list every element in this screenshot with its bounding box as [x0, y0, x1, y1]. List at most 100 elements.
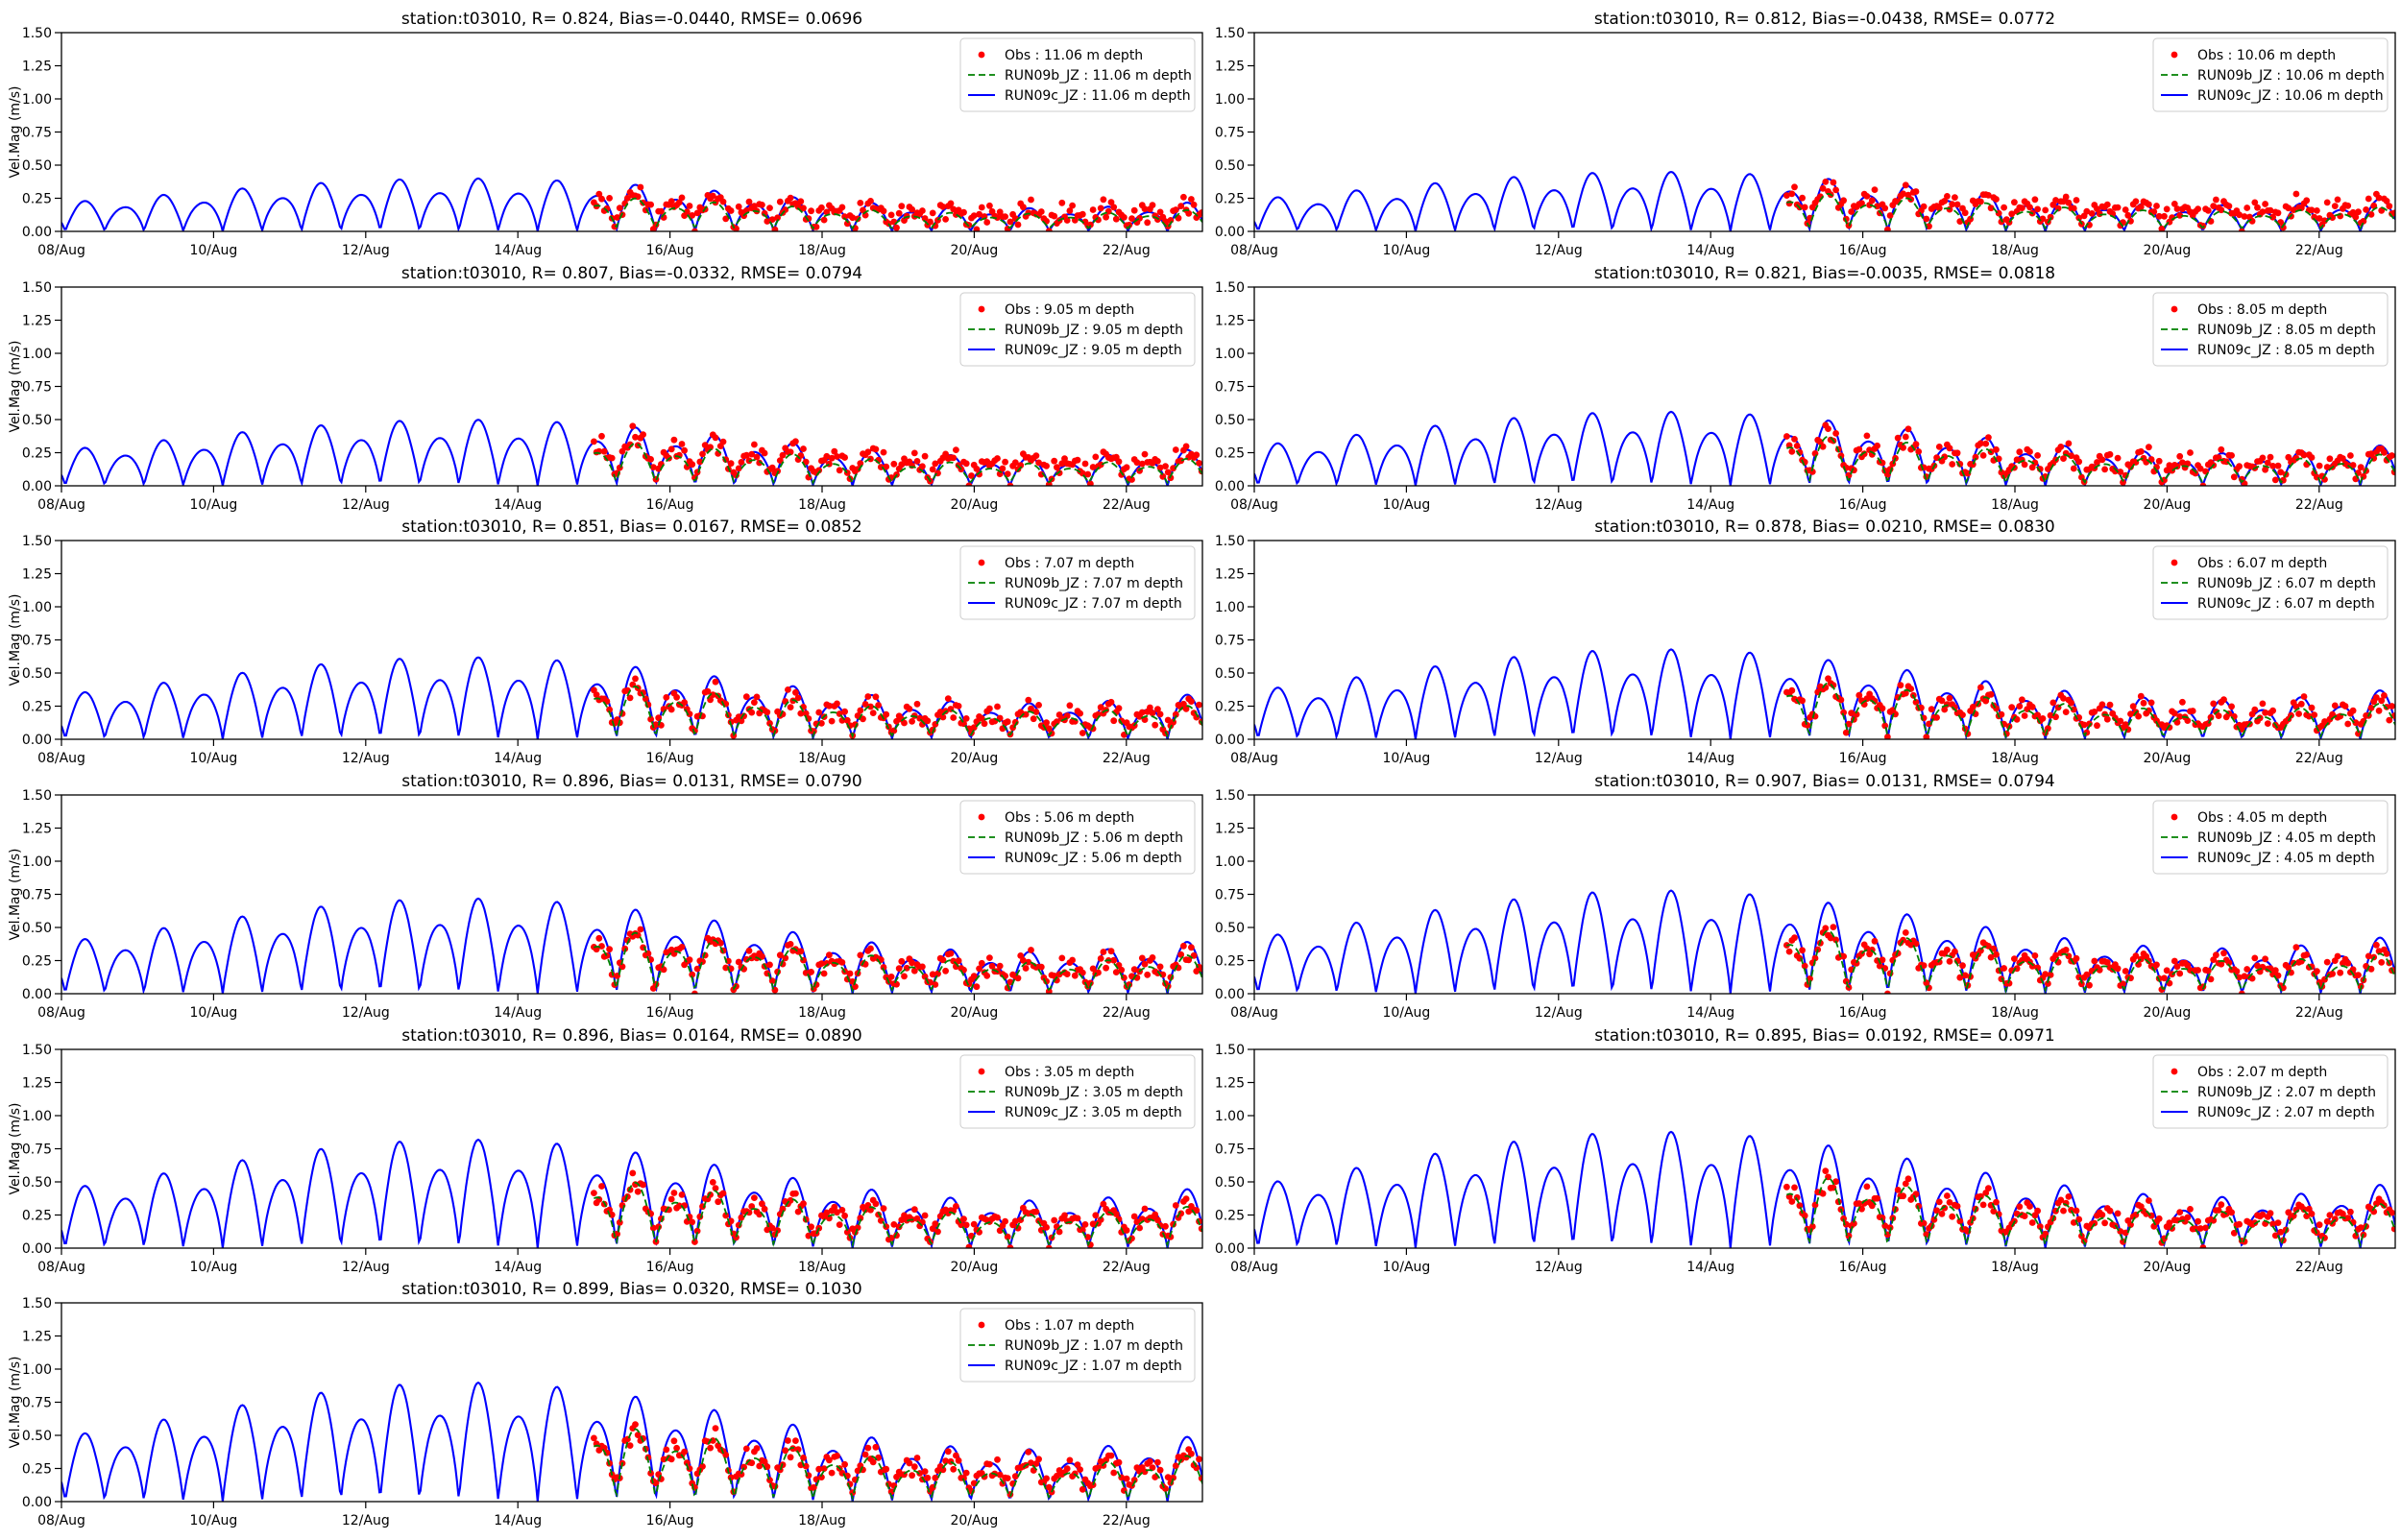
- plot-area: [61, 419, 1202, 486]
- x-tick-label: 22/Aug: [2295, 497, 2343, 513]
- obs-point: [2163, 967, 2171, 975]
- obs-point: [2140, 699, 2147, 707]
- obs-point: [1079, 1226, 1086, 1234]
- subplot-1: station:t03010, R= 0.824, Bias=-0.0440, …: [8, 10, 1203, 258]
- x-tick-label: 14/Aug: [1686, 243, 1734, 258]
- obs-point: [1087, 480, 1094, 486]
- axes-frame: [1253, 540, 2396, 740]
- obs-point: [1886, 212, 1894, 219]
- obs-point: [2011, 955, 2018, 962]
- y-tick-label: 1.25: [22, 60, 52, 75]
- obs-point: [942, 216, 949, 223]
- obs-point: [939, 956, 947, 964]
- axes-frame: [61, 794, 1203, 995]
- subplot-2: station:t03010, R= 0.812, Bias=-0.0438, …: [1215, 10, 2396, 258]
- obs-point: [742, 955, 750, 963]
- obs-point: [1860, 450, 1868, 458]
- obs-point: [768, 1224, 776, 1232]
- obs-point: [2106, 450, 2114, 458]
- y-tick-label: 1.00: [1215, 854, 1245, 870]
- obs-point: [1938, 1210, 1946, 1217]
- obs-point: [2083, 971, 2091, 978]
- obs-point: [1066, 702, 1074, 710]
- obs-point: [2365, 952, 2372, 960]
- obs-point: [2091, 957, 2098, 965]
- obs-point: [1045, 725, 1053, 733]
- obs-point: [1006, 1244, 1014, 1248]
- obs-point: [776, 457, 784, 464]
- x-tick-label: 18/Aug: [1991, 1005, 2039, 1021]
- obs-point: [2094, 722, 2100, 730]
- y-tick-label: 1.50: [1215, 788, 1245, 804]
- obs-point: [2166, 1219, 2173, 1226]
- obs-point: [1028, 196, 1034, 204]
- obs-point: [910, 967, 918, 975]
- obs-point: [606, 195, 613, 202]
- obs-point: [2269, 1220, 2277, 1228]
- obs-point: [611, 223, 618, 230]
- obs-point: [2303, 951, 2311, 958]
- obs-point: [970, 973, 978, 980]
- obs-point: [2292, 190, 2300, 198]
- obs-point: [1977, 440, 1984, 447]
- x-tick-label: 12/Aug: [1535, 243, 1583, 258]
- obs-point: [947, 200, 955, 207]
- run09b-line: [1786, 192, 2395, 231]
- x-tick-label: 20/Aug: [2143, 243, 2191, 258]
- obs-point: [1855, 691, 1863, 699]
- y-tick-label: 1.25: [1215, 1076, 1245, 1092]
- x-tick-label: 10/Aug: [1382, 1005, 1430, 1021]
- obs-point: [1196, 1456, 1202, 1463]
- obs-point: [1097, 461, 1104, 469]
- obs-point: [996, 1471, 1004, 1479]
- obs-point: [2271, 1232, 2279, 1239]
- obs-point: [1788, 1198, 1796, 1205]
- obs-point: [901, 1212, 908, 1219]
- obs-point: [976, 210, 982, 218]
- obs-point: [1037, 208, 1045, 215]
- obs-point: [812, 224, 820, 230]
- obs-point: [2389, 452, 2395, 459]
- obs-point: [2218, 206, 2225, 214]
- obs-point: [2267, 453, 2274, 461]
- legend-entry: Obs : 6.07 m depth: [2197, 556, 2327, 571]
- obs-point: [1084, 1234, 1092, 1240]
- obs-point: [1074, 1461, 1081, 1468]
- obs-point: [1043, 463, 1050, 469]
- obs-point: [815, 709, 823, 716]
- obs-point: [838, 959, 846, 966]
- obs-point: [1868, 1202, 1876, 1210]
- y-tick-label: 0.75: [22, 1143, 52, 1158]
- obs-point: [800, 1455, 807, 1461]
- obs-point: [2238, 990, 2245, 994]
- obs-point: [1799, 697, 1806, 705]
- y-tick-label: 0.50: [1215, 666, 1245, 682]
- obs-point: [994, 1214, 1001, 1221]
- obs-point: [808, 969, 814, 975]
- legend-entry: RUN09b_JZ : 3.05 m depth: [1005, 1085, 1183, 1100]
- obs-point: [929, 971, 936, 978]
- obs-point: [792, 438, 799, 445]
- y-tick-label: 1.25: [22, 1330, 52, 1345]
- obs-point: [2386, 716, 2393, 724]
- run09b-line: [594, 686, 1202, 739]
- obs-point: [1123, 1475, 1130, 1482]
- obs-point: [591, 1190, 597, 1196]
- obs-point: [950, 454, 958, 462]
- obs-point: [1156, 1222, 1164, 1229]
- legend: Obs : 5.06 m depth RUN09b_JZ : 5.06 m dep…: [959, 800, 1196, 875]
- obs-point: [921, 1468, 929, 1475]
- obs-point: [1089, 464, 1097, 470]
- obs-point: [1900, 444, 1906, 451]
- obs-point: [2375, 948, 2383, 955]
- obs-point: [2021, 461, 2028, 469]
- obs-point: [1115, 1458, 1123, 1466]
- obs-point: [678, 441, 686, 447]
- obs-point: [1147, 1457, 1153, 1465]
- obs-point: [890, 460, 898, 468]
- obs-point: [1874, 1194, 1880, 1202]
- obs-point: [2062, 947, 2070, 953]
- obs-point: [808, 1223, 814, 1231]
- obs-point: [818, 960, 825, 967]
- obs-point: [2251, 954, 2259, 962]
